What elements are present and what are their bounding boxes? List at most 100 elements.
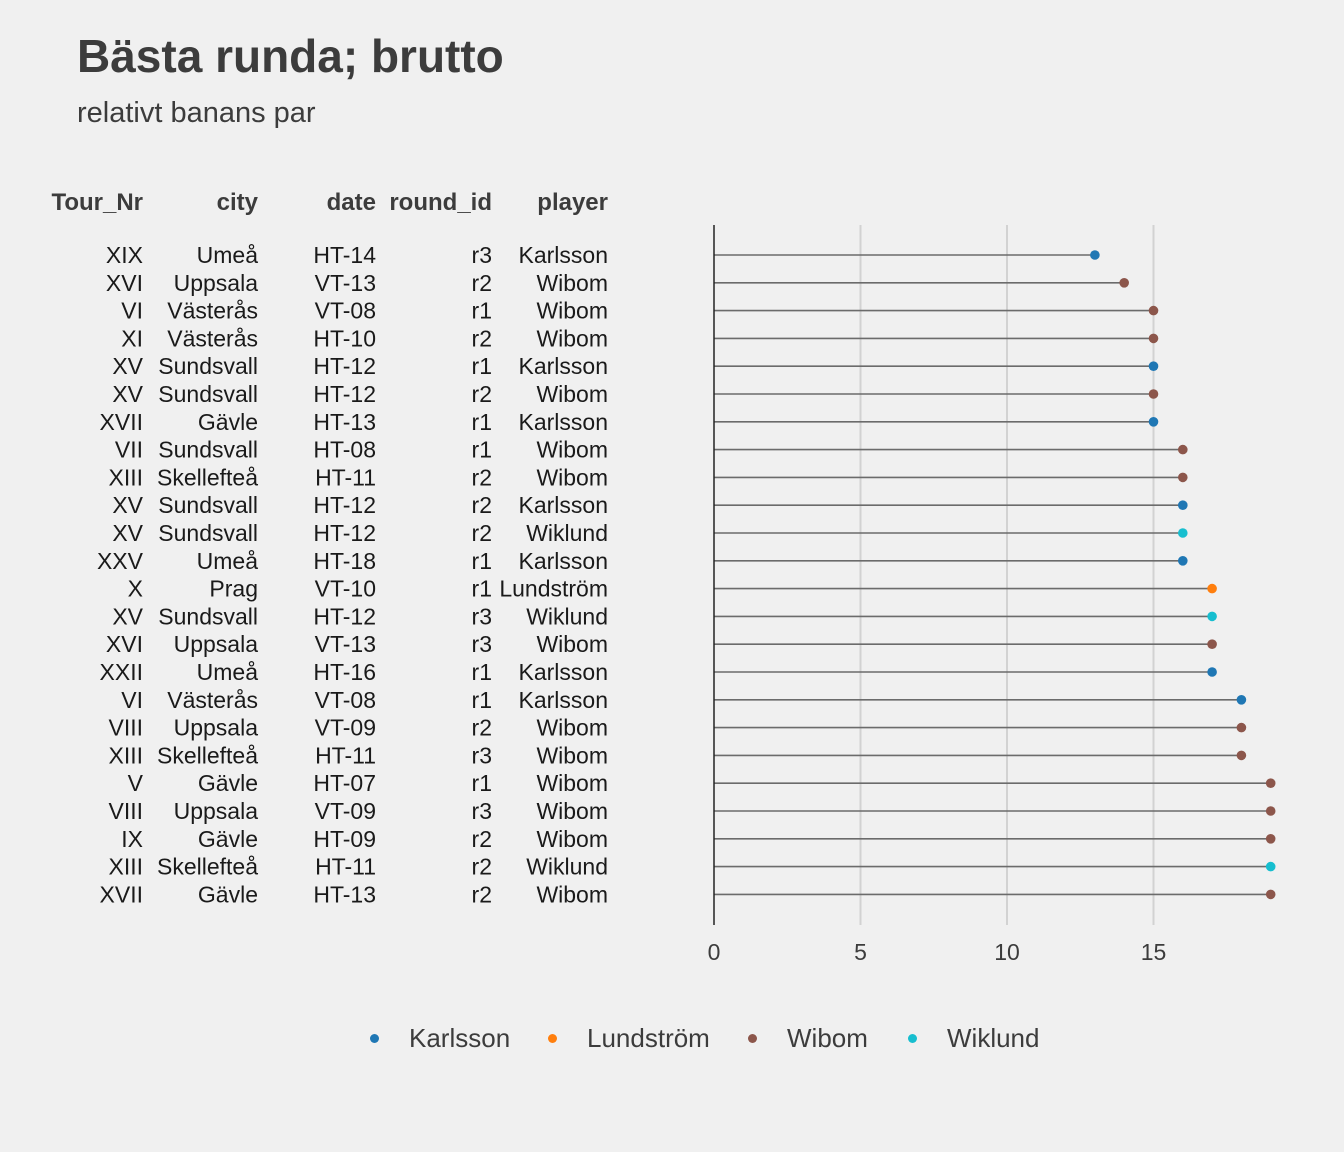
table-cell: Sundsvall [158,520,258,546]
lollipop-point [1178,528,1188,538]
table-cell: Gävle [198,826,258,852]
table-cell: XIX [106,242,143,268]
table-cell: r3 [472,631,492,657]
table-cell: r1 [472,687,492,713]
table-cell: Umeå [197,659,259,685]
table-cell: r2 [472,492,492,518]
legend-dot-icon [548,1033,557,1043]
table-cell: XXII [100,659,143,685]
table-cell: Wibom [536,798,608,824]
table-cell: r3 [472,798,492,824]
lollipop-point [1148,417,1159,427]
lollipop-point [1178,444,1188,455]
table-cell: XV [112,603,143,629]
table-cell: Karlsson [519,687,608,713]
table-cell: Västerås [167,687,258,713]
lollipop-point [1265,778,1276,788]
table-cell: r3 [472,742,492,768]
table-cell: Gävle [198,881,258,907]
table-cell: Wibom [536,631,608,657]
table-cell: Wiklund [526,854,608,880]
lollipop-point [1236,695,1247,705]
lollipop-point [1265,889,1276,900]
table-cell: Karlsson [519,659,608,685]
table-cell: Gävle [198,770,258,796]
table-cell: XV [112,520,143,546]
lollipop-point [1265,834,1276,844]
x-tick-label: 5 [854,939,867,965]
legend-item: Lundström [548,1018,710,1058]
lollipop-point [1178,556,1188,566]
table-cell: VT-13 [315,631,376,657]
lollipop-point [1090,250,1100,260]
table-cell: XXV [97,548,144,574]
table-header: player [537,189,608,216]
table-cell: Sundsvall [158,603,258,629]
table-cell: HT-11 [315,464,376,490]
table-cell: Västerås [167,325,258,351]
legend-item: Wibom [748,1018,868,1058]
table-cell: Wibom [536,381,608,407]
lollipop-point [1178,472,1188,483]
table-cell: HT-12 [313,353,376,379]
table-cell: Wibom [536,437,608,463]
lollipop-stems [714,254,1271,896]
table-cell: Wiklund [526,520,608,546]
table-cell: Sundsvall [158,353,258,379]
table-cell: Gävle [198,409,258,435]
table-cell: Sundsvall [158,437,258,463]
lollipop-point [1148,361,1159,372]
lollipop-point [1207,583,1217,594]
table-cell: Wibom [536,881,608,907]
table-cell: XV [112,492,143,518]
table-cell: r1 [472,548,492,574]
lollipop-point [1236,750,1247,761]
lollipop-point [1207,667,1217,677]
lollipop-point [1207,639,1217,649]
x-tick-label: 10 [994,939,1020,965]
lollipop-points [1090,250,1276,900]
table-cell: Karlsson [519,409,608,435]
table-cell: HT-18 [313,548,376,574]
legend-dot-icon [370,1033,379,1043]
table-cell: Uppsala [174,631,259,657]
table-cell: Skellefteå [157,742,258,768]
legend-label: Wiklund [947,1022,1040,1053]
table-cell: HT-13 [313,881,376,907]
table-cell: VIII [108,798,143,824]
table-cell: IX [121,826,143,852]
table-cell: Karlsson [519,242,608,268]
x-axis-ticks: 0 5 10 15 [708,939,1167,965]
x-tick-label: 0 [708,939,721,965]
table-cell: r2 [472,854,492,880]
table-cell: HT-12 [313,603,376,629]
table-cell: HT-12 [313,492,376,518]
table-cell: r1 [472,770,492,796]
table-cell: X [128,576,143,602]
table-cell: r1 [472,437,492,463]
legend-item: Karlsson [370,1018,510,1058]
table-cell: r2 [472,464,492,490]
table-cell: Prag [209,576,258,602]
table-cell: VT-09 [315,715,376,741]
table-cell: HT-08 [313,437,376,463]
table-cell: XI [121,325,143,351]
chart-title: Bästa runda; brutto [77,30,504,82]
table-cell: XV [112,381,143,407]
table-cell: Uppsala [174,715,259,741]
legend-label: Karlsson [409,1022,511,1053]
x-tick-label: 15 [1141,939,1167,965]
table-cell: HT-10 [313,325,376,351]
table-cell: XVI [106,631,143,657]
table-cell: XV [112,353,143,379]
table-cell: r1 [472,353,492,379]
lollipop-point [1119,278,1129,288]
lollipop-point [1207,611,1217,622]
table-cell: VT-09 [315,798,376,824]
lollipop-point [1148,333,1159,344]
table-cell: Sundsvall [158,381,258,407]
table-cell: r1 [472,298,492,324]
table-cell: HT-12 [313,520,376,546]
table-cell: Wibom [536,464,608,490]
table-cell: V [128,770,144,796]
